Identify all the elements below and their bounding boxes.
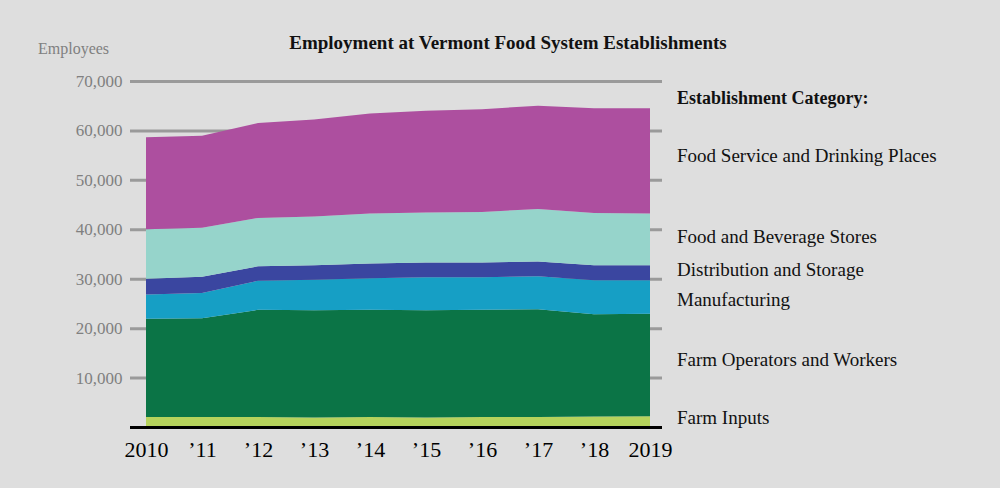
svg-text:50,000: 50,000 [76, 171, 123, 190]
svg-text:’14: ’14 [356, 437, 385, 462]
svg-text:40,000: 40,000 [76, 220, 123, 239]
svg-text:10,000: 10,000 [76, 369, 123, 388]
svg-text:’12: ’12 [244, 437, 273, 462]
svg-text:70,000: 70,000 [76, 72, 123, 91]
html-text:Employees: Employees [38, 40, 110, 57]
html-text:Manufacturing: Manufacturing [677, 289, 790, 310]
html-text:Farm Operators and Workers: Farm Operators and Workers [677, 349, 898, 370]
html-text:Food and Beverage Stores: Food and Beverage Stores [677, 226, 877, 247]
svg-text:’11: ’11 [188, 437, 217, 462]
svg-text:20,000: 20,000 [76, 319, 123, 338]
svg-text:’16: ’16 [468, 437, 497, 462]
svg-text:’18: ’18 [580, 437, 609, 462]
svg-text:’15: ’15 [412, 437, 441, 462]
svg-text:’13: ’13 [300, 437, 329, 462]
html-text:Food Service and Drinking Plac: Food Service and Drinking Places [677, 145, 937, 166]
svg-text:2019: 2019 [629, 437, 673, 462]
html-text:Farm Inputs: Farm Inputs [677, 407, 770, 428]
html-text:Distribution and Storage: Distribution and Storage [677, 259, 864, 280]
svg-text:2010: 2010 [125, 437, 169, 462]
html-text:Establishment Category:: Establishment Category: [677, 87, 869, 108]
html-text:Employment at Vermont Food Sys: Employment at Vermont Food System Establ… [289, 32, 727, 53]
svg-text:60,000: 60,000 [76, 121, 123, 140]
svg-text:30,000: 30,000 [76, 270, 123, 289]
svg-text:’17: ’17 [524, 437, 553, 462]
